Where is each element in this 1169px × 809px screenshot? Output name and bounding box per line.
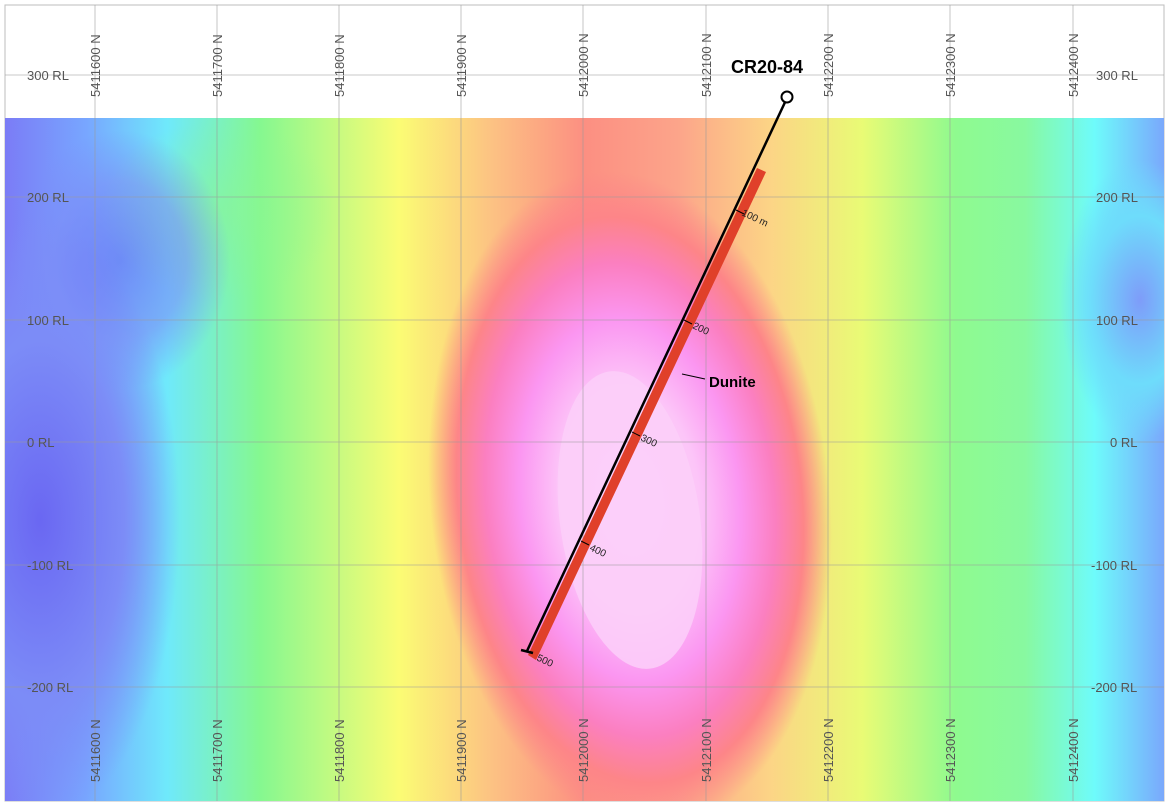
grade-model-contours	[5, 118, 1164, 801]
northing-label: 5411800 N	[332, 719, 347, 782]
elevation-label: -200 RL	[27, 680, 73, 695]
elevation-label: 300 RL	[27, 68, 69, 83]
elevation-label: 100 RL	[1096, 313, 1138, 328]
northing-label: 5411600 N	[88, 719, 103, 782]
northing-label: 5412100 N	[699, 33, 714, 97]
northing-label: 5411800 N	[332, 34, 347, 97]
northing-label: 5411900 N	[454, 719, 469, 782]
northing-label: 5412000 N	[576, 718, 591, 782]
elevation-label: 0 RL	[1110, 435, 1137, 450]
elevation-label: 300 RL	[1096, 68, 1138, 83]
elevation-label: -100 RL	[1091, 558, 1137, 573]
elevation-label: 200 RL	[1096, 190, 1138, 205]
elevation-labels-left: 300 RL 200 RL 100 RL 0 RL -100 RL -200 R…	[27, 68, 73, 695]
northing-label: 5411900 N	[454, 34, 469, 97]
dunite-leader-line	[681, 373, 706, 380]
end-of-hole-marker	[520, 648, 534, 655]
dunite-callout: Dunite	[709, 374, 756, 391]
northing-label: 5412100 N	[699, 718, 714, 782]
northing-label: 5412000 N	[576, 33, 591, 97]
northing-label: 5411700 N	[210, 719, 225, 782]
northing-labels-bottom: 5411600 N 5411700 N 5411800 N 5411900 N …	[88, 718, 1081, 782]
elevation-labels-right: 300 RL 200 RL 100 RL 0 RL -100 RL -200 R…	[1091, 68, 1138, 695]
elevation-label: 0 RL	[27, 435, 54, 450]
northing-labels-top: 5411600 N 5411700 N 5411800 N 5411900 N …	[88, 33, 1081, 97]
elevation-label: -200 RL	[1091, 680, 1137, 695]
northing-label: 5412400 N	[1066, 718, 1081, 782]
grid-lines	[5, 5, 1164, 801]
northing-label: 5412400 N	[1066, 33, 1081, 97]
elevation-label: 100 RL	[27, 313, 69, 328]
drillhole-trace	[525, 97, 789, 652]
drillhole-name: CR20-84	[731, 57, 803, 77]
elevation-label: -100 RL	[27, 558, 73, 573]
drillhole-cr20-84: CR20-84 100 m 200 300 400 500 Dunite	[520, 57, 803, 670]
northing-label: 5412300 N	[943, 718, 958, 782]
dunite-interval	[528, 168, 766, 660]
northing-label: 5412200 N	[821, 718, 836, 782]
collar-icon	[780, 90, 794, 104]
northing-label: 5412200 N	[821, 33, 836, 97]
northing-label: 5411700 N	[210, 34, 225, 97]
elevation-label: 200 RL	[27, 190, 69, 205]
northing-label: 5411600 N	[88, 34, 103, 97]
northing-label: 5412300 N	[943, 33, 958, 97]
